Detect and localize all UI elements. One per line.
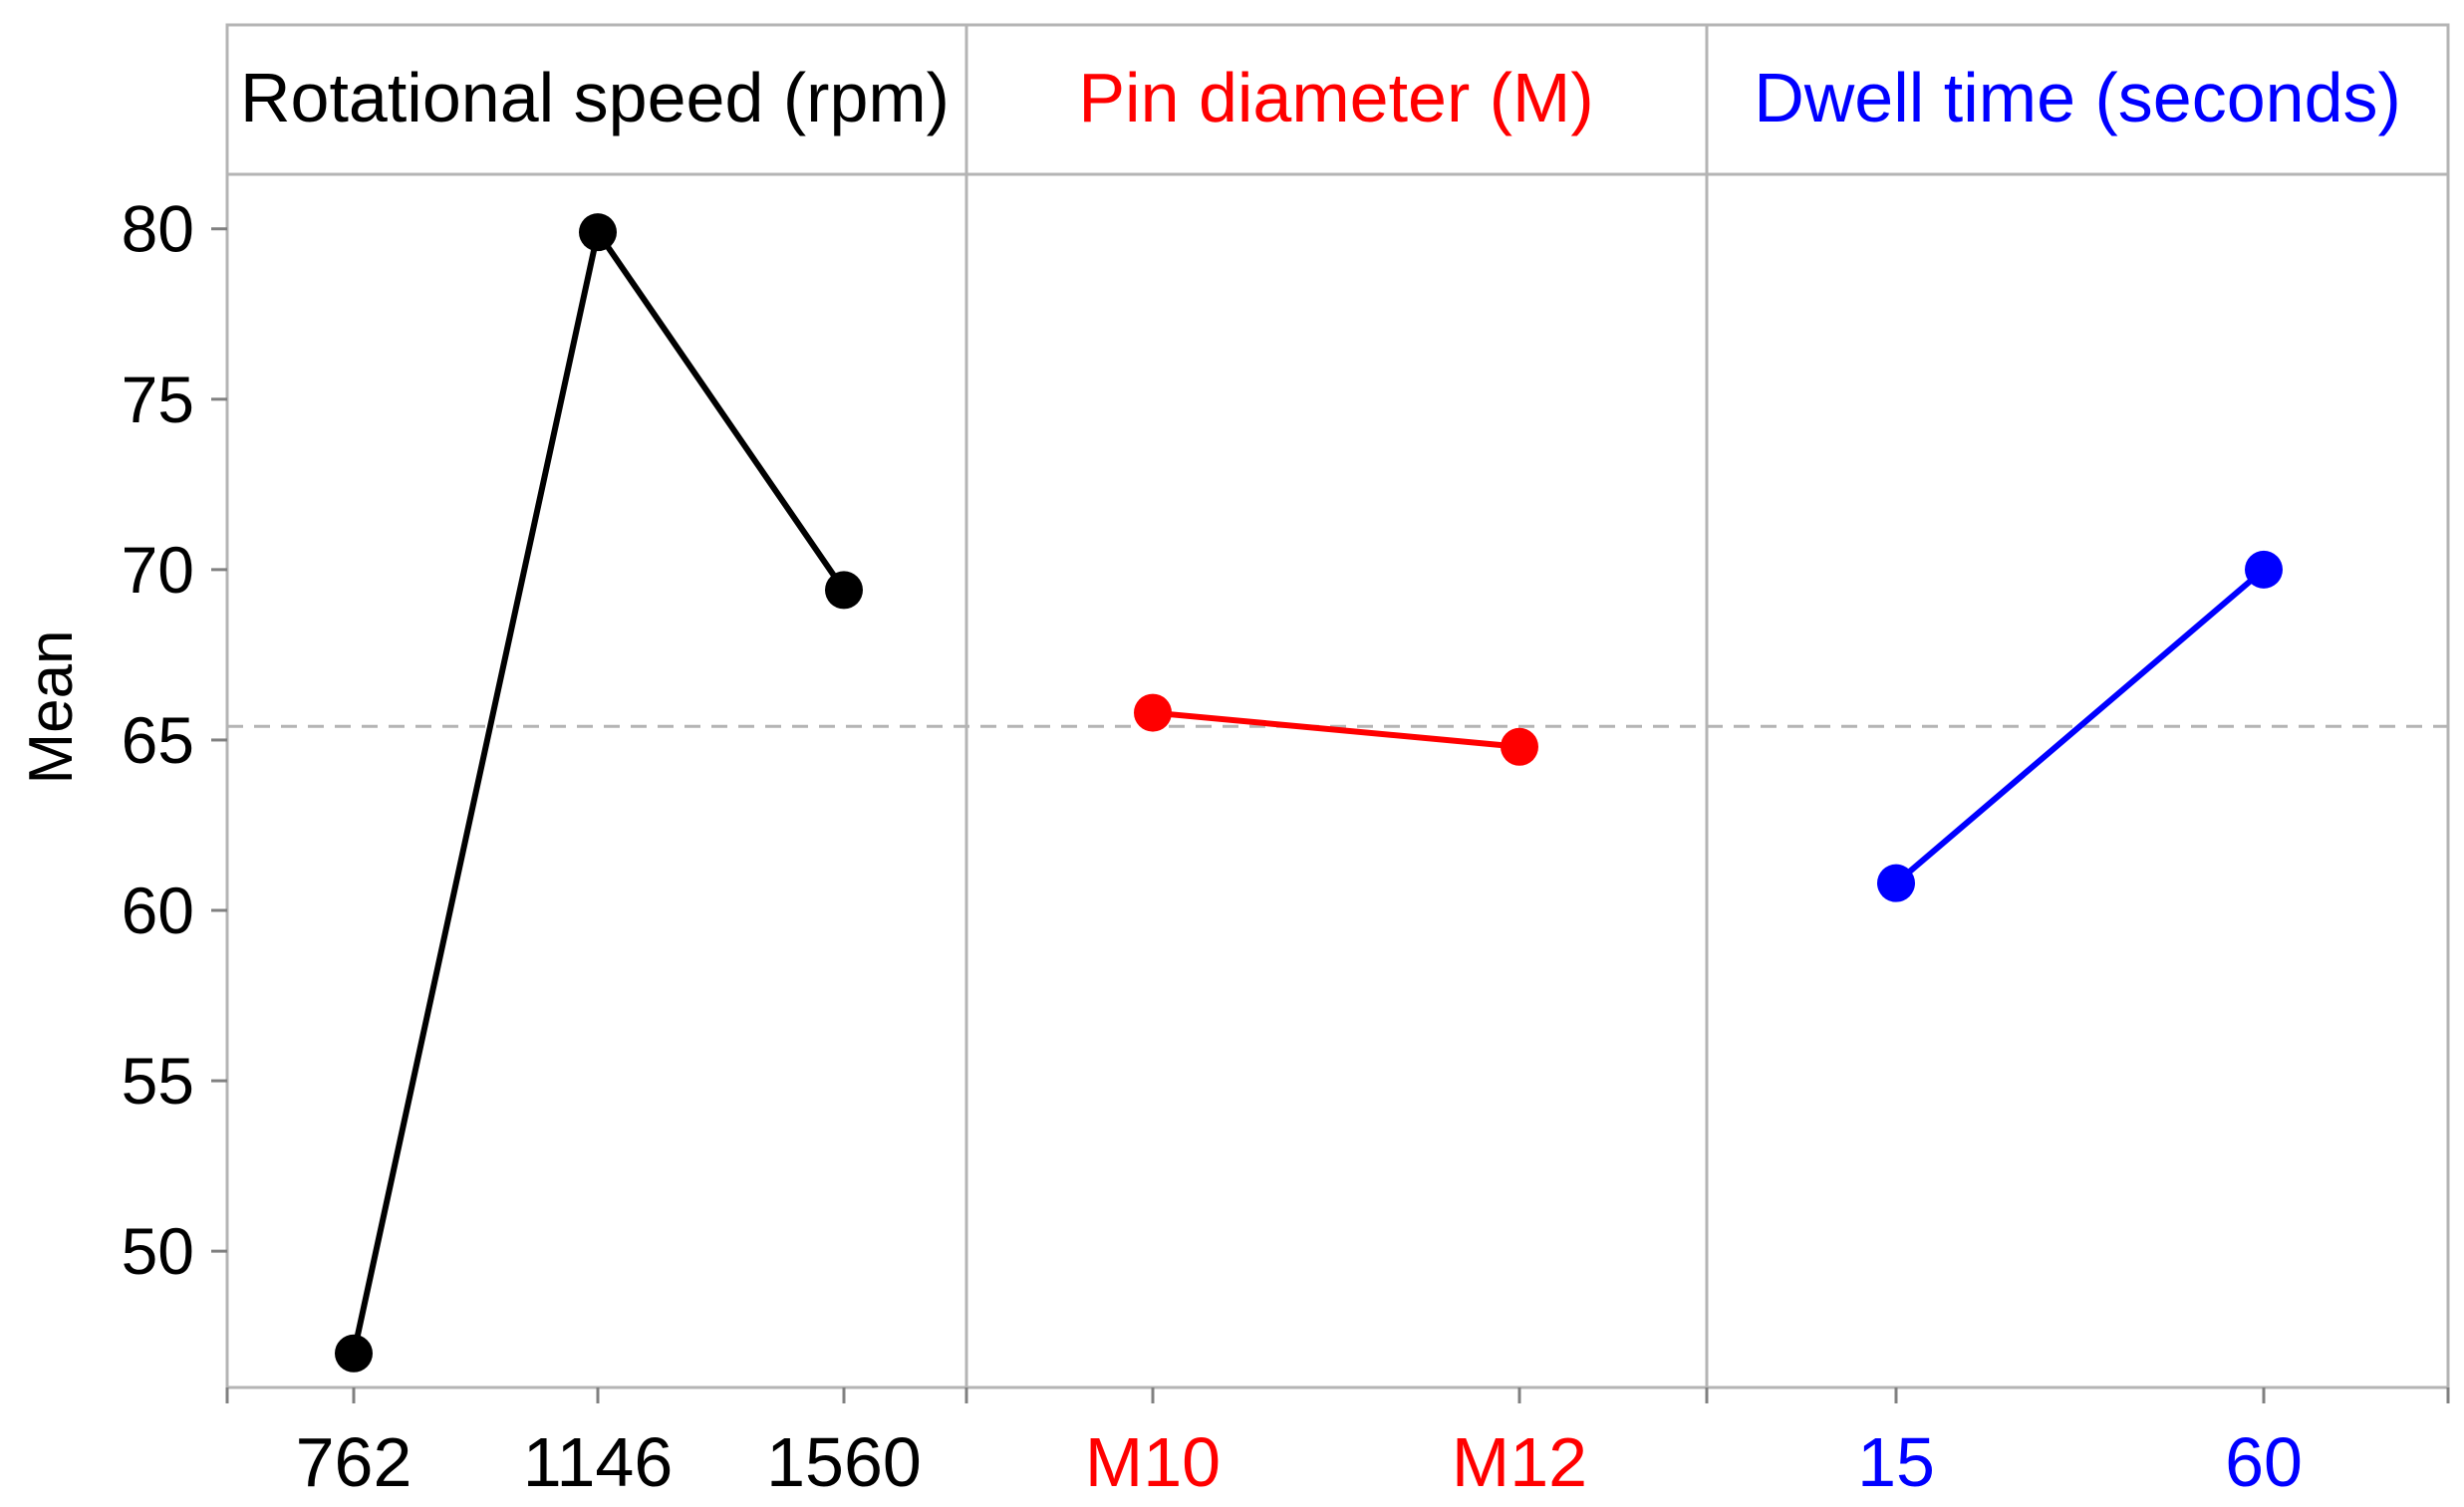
y-tick-label: 55: [122, 1044, 194, 1118]
x-tick-label: 15: [1857, 1423, 1935, 1501]
x-tick-label: 60: [2225, 1423, 2303, 1501]
plot-frame: [225, 23, 2450, 1389]
panel-title: Dwell time (seconds): [1754, 59, 2401, 136]
series-line: [351, 229, 847, 1355]
data-point: [1501, 727, 1538, 766]
data-point: [579, 213, 617, 252]
panel-title: Rotational speed (rpm): [240, 59, 950, 136]
panel-title: Pin diameter (M): [1078, 59, 1593, 136]
data-point: [1134, 693, 1172, 732]
x-tick-label: 1146: [523, 1423, 674, 1501]
series-layer: [335, 213, 2283, 1373]
x-tick-label: 1560: [766, 1423, 922, 1501]
data-point: [1877, 864, 1915, 902]
y-tick-label: 60: [122, 874, 194, 947]
y-tick-label: 50: [122, 1214, 194, 1288]
x-tick-label: M10: [1085, 1423, 1221, 1501]
y-tick-label: 75: [122, 363, 194, 436]
series-line: [1894, 567, 2266, 885]
series-line: [1152, 709, 1520, 750]
x-tick-label: 762: [296, 1423, 412, 1501]
x-axis: 762 1146 1560 M10 M12 15 60: [225, 1387, 2450, 1501]
data-point: [825, 571, 863, 610]
y-tick-label: 70: [122, 533, 194, 607]
y-axis: 50 55 60 65 70 75 80: [122, 192, 227, 1288]
y-tick-label: 80: [122, 192, 194, 266]
data-point: [2245, 550, 2283, 589]
panel-titles: Rotational speed (rpm) Pin diameter (M) Dw…: [240, 59, 2401, 136]
y-tick-label: 65: [122, 703, 194, 777]
x-tick-label: M12: [1452, 1423, 1587, 1501]
y-axis-title: Mean: [17, 629, 86, 784]
data-point: [335, 1334, 373, 1373]
